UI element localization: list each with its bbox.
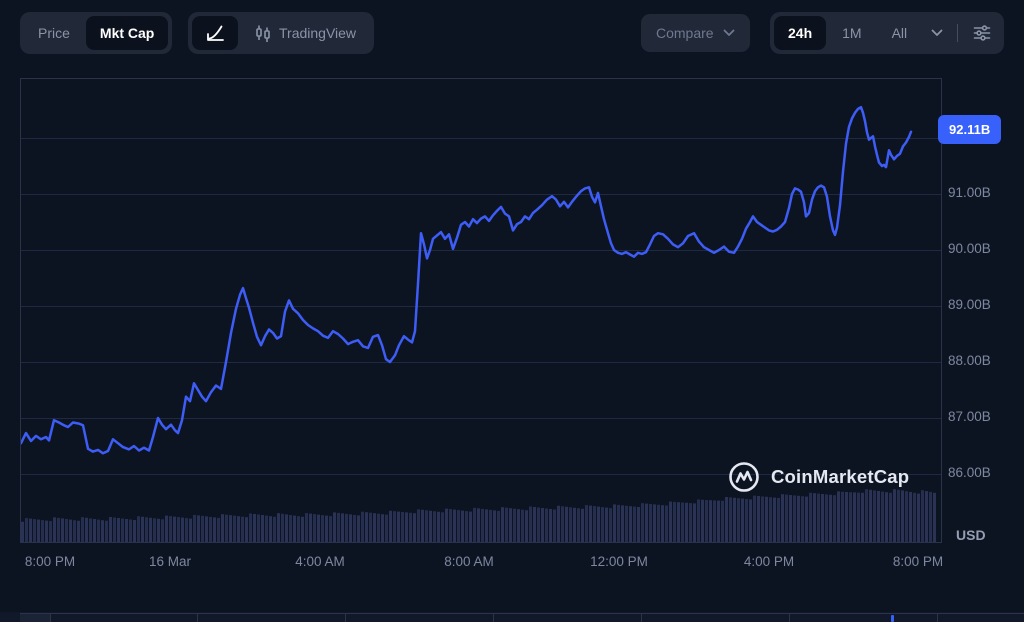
currency-label: USD — [956, 527, 986, 543]
h-gridline — [21, 138, 941, 139]
compare-button[interactable]: Compare — [641, 14, 750, 52]
navigator-tick — [641, 614, 642, 622]
metric-toggle: Price Mkt Cap — [20, 12, 173, 54]
navigator-axis-line — [20, 613, 1024, 614]
x-axis-label: 8:00 PM — [24, 554, 76, 569]
range-24h-button[interactable]: 24h — [774, 16, 827, 50]
metric-mkt-cap-button[interactable]: Mkt Cap — [85, 16, 169, 50]
h-gridline — [21, 194, 941, 195]
chart-plot-area[interactable]: CoinMarketCap — [20, 78, 942, 543]
y-axis-label: 86.00B — [948, 465, 991, 480]
line-chart-button[interactable] — [192, 16, 238, 50]
coinmarketcap-logo-icon — [727, 460, 761, 494]
y-axis-label: 88.00B — [948, 353, 991, 368]
navigator-handle[interactable] — [20, 614, 50, 622]
range-navigator[interactable] — [0, 612, 1024, 622]
navigator-tick — [493, 614, 494, 622]
x-axis-label: 4:00 AM — [295, 554, 345, 569]
chart-settings-button[interactable] — [964, 16, 1000, 50]
toolbar-divider — [957, 24, 959, 42]
x-axis-label: 12:00 PM — [590, 554, 648, 569]
range-more-button[interactable] — [923, 16, 951, 50]
navigator-tick — [937, 614, 938, 622]
navigator-tick — [789, 614, 790, 622]
navigator-tick — [345, 614, 346, 622]
tradingview-label: TradingView — [279, 25, 357, 41]
y-axis-label: 89.00B — [948, 297, 991, 312]
y-axis-label: 90.00B — [948, 241, 991, 256]
watermark: CoinMarketCap — [727, 460, 909, 494]
sliders-icon — [972, 23, 992, 43]
navigator-tick — [197, 614, 198, 622]
metric-price-button[interactable]: Price — [24, 16, 84, 50]
x-axis-label: 8:00 AM — [444, 554, 494, 569]
current-value-badge: 92.11B — [938, 115, 1002, 144]
range-1m-button[interactable]: 1M — [828, 16, 875, 50]
candlestick-icon — [254, 23, 272, 43]
watermark-text: CoinMarketCap — [771, 466, 910, 487]
y-axis-label: 91.00B — [948, 185, 991, 200]
h-gridline — [21, 250, 941, 251]
h-gridline — [21, 306, 941, 307]
h-gridline — [21, 474, 941, 475]
tradingview-button[interactable]: TradingView — [240, 16, 370, 50]
chevron-down-icon — [723, 29, 735, 37]
h-gridline — [21, 418, 941, 419]
navigator-tick — [50, 614, 51, 622]
navigator-marker — [891, 615, 894, 622]
chart-type-toggle: TradingView — [188, 12, 375, 54]
range-selector: 24h 1M All — [770, 12, 1005, 54]
line-chart-icon — [205, 23, 225, 43]
market-cap-line-series — [21, 105, 913, 455]
chevron-down-icon — [931, 29, 943, 37]
x-axis-label: 16 Mar — [148, 554, 192, 569]
range-all-button[interactable]: All — [878, 16, 922, 50]
h-gridline — [21, 362, 941, 363]
y-axis-label: 87.00B — [948, 409, 991, 424]
compare-label: Compare — [656, 25, 714, 41]
x-axis-label: 4:00 PM — [743, 554, 795, 569]
x-axis-label: 8:00 PM — [892, 554, 944, 569]
